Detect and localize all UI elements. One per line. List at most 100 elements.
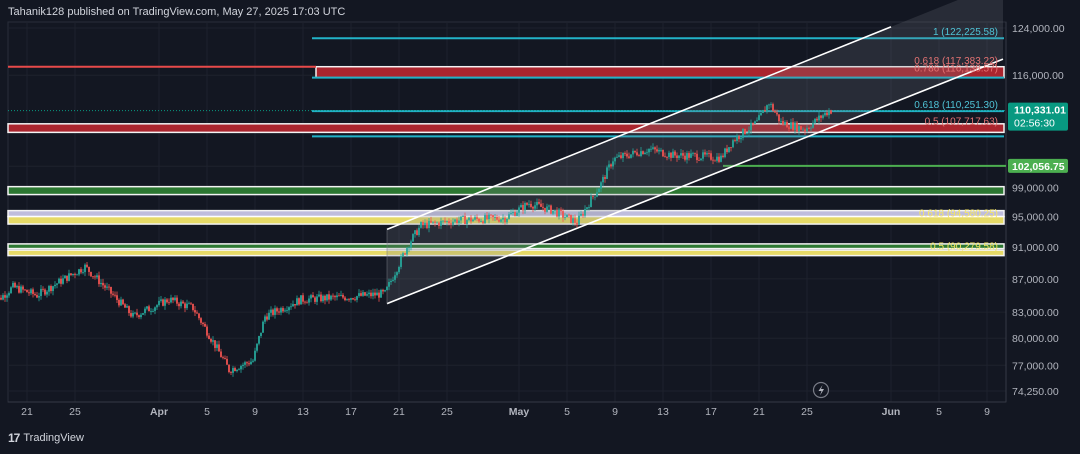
candle bbox=[200, 317, 202, 326]
candle-body bbox=[236, 369, 238, 372]
replay-icon[interactable] bbox=[812, 381, 830, 399]
candle bbox=[762, 109, 764, 114]
candle bbox=[202, 321, 204, 327]
candle-body bbox=[280, 308, 282, 313]
candle bbox=[394, 271, 396, 283]
candle bbox=[670, 152, 672, 162]
candle bbox=[320, 291, 322, 303]
candle bbox=[758, 111, 760, 121]
candle-body bbox=[706, 153, 708, 155]
candle-body bbox=[462, 216, 464, 217]
candle-body bbox=[146, 306, 148, 309]
channel-layer bbox=[386, 0, 1004, 305]
zone-green bbox=[7, 243, 1005, 250]
candle-body bbox=[680, 153, 682, 156]
x-tick-label: 25 bbox=[441, 406, 453, 418]
channel-upper-line bbox=[386, 26, 892, 231]
candle-body bbox=[306, 302, 308, 304]
candle-body bbox=[310, 295, 312, 299]
candle bbox=[738, 134, 740, 143]
candle-body bbox=[180, 301, 182, 307]
candle bbox=[490, 214, 492, 219]
candle-body bbox=[224, 358, 226, 359]
candle bbox=[770, 102, 772, 108]
candle-body bbox=[356, 296, 358, 300]
candle bbox=[354, 296, 356, 302]
candle-body bbox=[508, 214, 510, 219]
candle-body bbox=[480, 221, 482, 223]
candle-body bbox=[510, 213, 512, 215]
candle bbox=[282, 306, 284, 313]
candle-body bbox=[496, 216, 498, 220]
candle bbox=[424, 219, 426, 229]
candle bbox=[114, 291, 116, 298]
candle bbox=[328, 290, 330, 304]
candle bbox=[614, 156, 616, 165]
candle-body bbox=[666, 156, 668, 158]
candle bbox=[174, 295, 176, 302]
x-tick-label: 5 bbox=[204, 406, 210, 418]
candle bbox=[422, 220, 424, 229]
candle bbox=[714, 159, 716, 162]
candle bbox=[612, 157, 614, 170]
y-tick-label: 80,000.00 bbox=[1012, 333, 1059, 345]
candle bbox=[534, 201, 536, 212]
x-tick-label: 17 bbox=[345, 406, 357, 418]
candle-body bbox=[556, 209, 558, 217]
candle-body bbox=[220, 351, 222, 358]
candle bbox=[138, 314, 140, 320]
candle-body bbox=[382, 289, 384, 292]
candle-body bbox=[202, 322, 204, 324]
candle bbox=[710, 150, 712, 161]
candle bbox=[344, 296, 346, 302]
candle bbox=[578, 211, 580, 225]
candle bbox=[42, 286, 44, 292]
x-axis[interactable]: 21 25 Apr 5 9 13 17 21 25 May 5 9 13 17 21 25 Jun 5 9 bbox=[21, 406, 990, 418]
candle bbox=[556, 207, 558, 218]
candle-body bbox=[394, 275, 396, 280]
candle bbox=[388, 278, 390, 291]
candle-body bbox=[160, 299, 162, 301]
candle bbox=[434, 220, 436, 227]
candle bbox=[660, 147, 662, 153]
candle bbox=[628, 152, 630, 159]
candle-body bbox=[552, 210, 554, 214]
candle bbox=[28, 289, 30, 297]
candle bbox=[162, 298, 164, 307]
candle-body bbox=[138, 315, 140, 318]
candle bbox=[248, 360, 250, 367]
candle bbox=[100, 279, 102, 287]
candle-body bbox=[738, 136, 740, 140]
candle-body bbox=[228, 364, 230, 373]
candle-body bbox=[78, 269, 80, 275]
candle bbox=[686, 150, 688, 164]
candle-body bbox=[294, 304, 296, 306]
candle bbox=[52, 285, 54, 296]
candle bbox=[102, 278, 104, 290]
candle bbox=[144, 306, 146, 316]
candle-body bbox=[812, 122, 814, 128]
candle bbox=[748, 126, 750, 137]
candle bbox=[72, 273, 74, 277]
candle-body bbox=[802, 129, 804, 131]
candle-body bbox=[104, 285, 106, 288]
candle-body bbox=[742, 128, 744, 138]
candle-body bbox=[430, 220, 432, 223]
candle-body bbox=[128, 306, 130, 314]
candle-body bbox=[626, 153, 628, 157]
candle-body bbox=[74, 273, 76, 275]
candle-body bbox=[746, 132, 748, 135]
candle bbox=[724, 147, 726, 159]
candle-body bbox=[122, 299, 124, 305]
candle-body bbox=[744, 128, 746, 135]
candle bbox=[20, 284, 22, 294]
candle bbox=[502, 214, 504, 224]
candle bbox=[308, 295, 310, 306]
candle-body bbox=[376, 292, 378, 296]
candle bbox=[46, 289, 48, 298]
candle bbox=[188, 301, 190, 305]
y-axis[interactable]: 124,000.00116,000.00102,000.0099,000.009… bbox=[1012, 23, 1065, 398]
candle bbox=[34, 292, 36, 297]
candle-body bbox=[810, 127, 812, 129]
